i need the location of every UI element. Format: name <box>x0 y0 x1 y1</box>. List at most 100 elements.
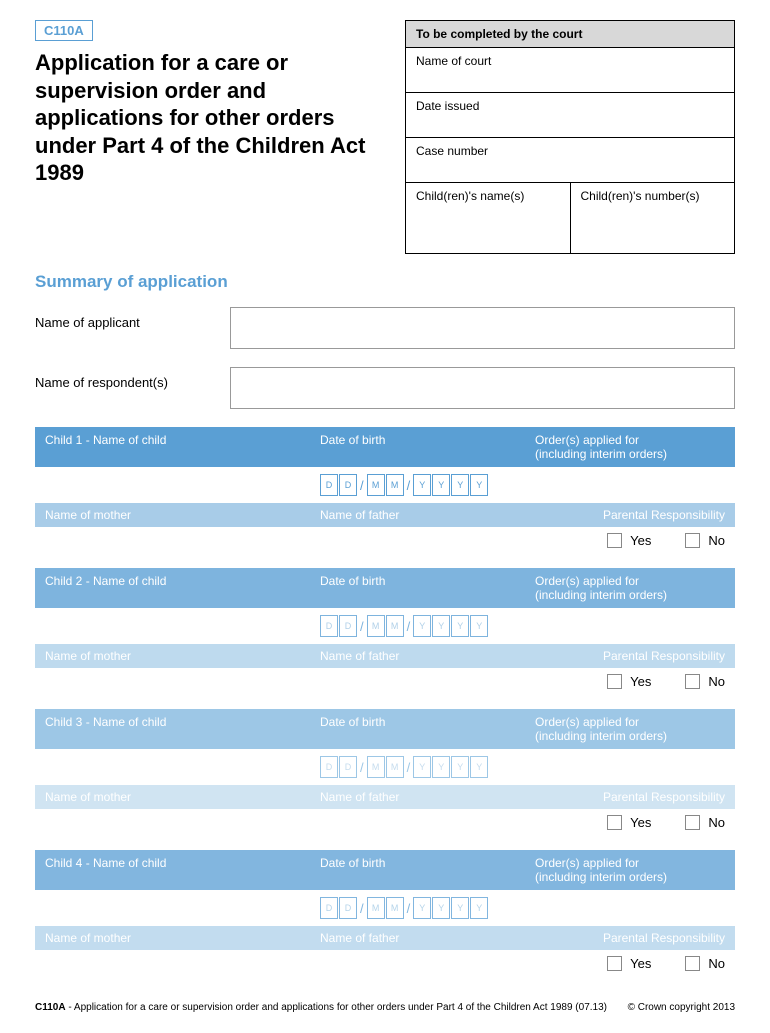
father-input[interactable] <box>310 950 525 977</box>
date-box[interactable]: Y <box>470 474 488 496</box>
yes-label: Yes <box>630 533 651 548</box>
child-name-input[interactable] <box>35 608 310 644</box>
dob-header: Date of birth <box>310 568 525 608</box>
date-box[interactable]: Y <box>432 756 450 778</box>
orders-input[interactable] <box>525 749 735 785</box>
date-box[interactable]: M <box>386 756 404 778</box>
orders-input[interactable] <box>525 890 735 926</box>
responsibility-header: Parental Responsibility <box>525 644 735 668</box>
date-box[interactable]: M <box>367 615 385 637</box>
date-box[interactable]: M <box>386 615 404 637</box>
mother-input[interactable] <box>35 527 310 554</box>
father-input[interactable] <box>310 527 525 554</box>
date-box[interactable]: D <box>320 474 338 496</box>
children-numbers-field[interactable]: Child(ren)'s number(s) <box>571 183 735 253</box>
mother-header: Name of mother <box>35 785 310 809</box>
orders-input[interactable] <box>525 467 735 503</box>
mother-input[interactable] <box>35 950 310 977</box>
no-checkbox[interactable] <box>685 815 700 830</box>
child-name-input[interactable] <box>35 749 310 785</box>
child-name-input[interactable] <box>35 890 310 926</box>
child-sub-header: Name of mother Name of father Parental R… <box>35 503 735 527</box>
date-box[interactable]: Y <box>432 897 450 919</box>
no-checkbox[interactable] <box>685 956 700 971</box>
date-box[interactable]: M <box>386 897 404 919</box>
child-header: Child 4 - Name of child Date of birth Or… <box>35 850 735 890</box>
date-box[interactable]: Y <box>413 897 431 919</box>
mother-input[interactable] <box>35 809 310 836</box>
date-box[interactable]: Y <box>451 474 469 496</box>
children-names-field[interactable]: Child(ren)'s name(s) <box>406 183 571 253</box>
mother-header: Name of mother <box>35 644 310 668</box>
date-box[interactable]: Y <box>413 615 431 637</box>
date-box[interactable]: Y <box>451 897 469 919</box>
date-box[interactable]: M <box>367 897 385 919</box>
child-footer: Yes No <box>35 809 735 836</box>
case-number-field[interactable]: Case number <box>406 138 734 183</box>
orders-header: Order(s) applied for(including interim o… <box>525 850 735 890</box>
date-box[interactable]: M <box>386 474 404 496</box>
orders-input[interactable] <box>525 608 735 644</box>
date-box[interactable]: D <box>320 897 338 919</box>
orders-header: Order(s) applied for(including interim o… <box>525 568 735 608</box>
yes-checkbox[interactable] <box>607 674 622 689</box>
date-box[interactable]: Y <box>413 474 431 496</box>
mother-input[interactable] <box>35 668 310 695</box>
page-footer: C110A - Application for a care or superv… <box>35 1002 735 1013</box>
orders-header: Order(s) applied for(including interim o… <box>525 427 735 467</box>
dob-input: DD/MM/YYYY <box>310 467 525 503</box>
child-name-input[interactable] <box>35 467 310 503</box>
date-box[interactable]: D <box>339 474 357 496</box>
no-label: No <box>708 815 725 830</box>
date-box[interactable]: Y <box>451 615 469 637</box>
footer-desc: - Application for a care or supervision … <box>66 1002 607 1013</box>
child-header: Child 1 - Name of child Date of birth Or… <box>35 427 735 467</box>
date-box[interactable]: D <box>320 615 338 637</box>
court-name-field[interactable]: Name of court <box>406 48 734 93</box>
child-footer: Yes No <box>35 527 735 554</box>
date-box[interactable]: M <box>367 756 385 778</box>
footer-code: C110A <box>35 1002 66 1013</box>
yes-checkbox[interactable] <box>607 956 622 971</box>
date-box[interactable]: Y <box>470 897 488 919</box>
no-checkbox[interactable] <box>685 533 700 548</box>
no-checkbox[interactable] <box>685 674 700 689</box>
applicant-row: Name of applicant <box>35 307 735 349</box>
father-input[interactable] <box>310 809 525 836</box>
date-box[interactable]: Y <box>432 474 450 496</box>
date-box[interactable]: Y <box>413 756 431 778</box>
date-box[interactable]: Y <box>432 615 450 637</box>
father-header: Name of father <box>310 926 525 950</box>
yes-checkbox[interactable] <box>607 533 622 548</box>
child-block-2: Child 2 - Name of child Date of birth Or… <box>35 568 735 695</box>
father-header: Name of father <box>310 785 525 809</box>
date-box[interactable]: D <box>320 756 338 778</box>
mother-header: Name of mother <box>35 926 310 950</box>
child-body: DD/MM/YYYY <box>35 467 735 503</box>
main-title: Application for a care or supervision or… <box>35 49 385 187</box>
dob-header: Date of birth <box>310 427 525 467</box>
child-header: Child 3 - Name of child Date of birth Or… <box>35 709 735 749</box>
child-footer: Yes No <box>35 668 735 695</box>
respondents-input[interactable] <box>230 367 735 409</box>
date-box[interactable]: Y <box>470 756 488 778</box>
child-footer: Yes No <box>35 950 735 977</box>
date-issued-field[interactable]: Date issued <box>406 93 734 138</box>
date-box[interactable]: Y <box>470 615 488 637</box>
yes-label: Yes <box>630 956 651 971</box>
date-box[interactable]: D <box>339 615 357 637</box>
date-box[interactable]: Y <box>451 756 469 778</box>
father-input[interactable] <box>310 668 525 695</box>
dob-input: DD/MM/YYYY <box>310 608 525 644</box>
yes-checkbox[interactable] <box>607 815 622 830</box>
form-code: C110A <box>35 20 93 41</box>
dob-header: Date of birth <box>310 850 525 890</box>
orders-header: Order(s) applied for(including interim o… <box>525 709 735 749</box>
child-body: DD/MM/YYYY <box>35 608 735 644</box>
date-box[interactable]: M <box>367 474 385 496</box>
court-box: To be completed by the court Name of cou… <box>405 20 735 254</box>
applicant-input[interactable] <box>230 307 735 349</box>
date-box[interactable]: D <box>339 756 357 778</box>
applicant-label: Name of applicant <box>35 307 230 330</box>
date-box[interactable]: D <box>339 897 357 919</box>
